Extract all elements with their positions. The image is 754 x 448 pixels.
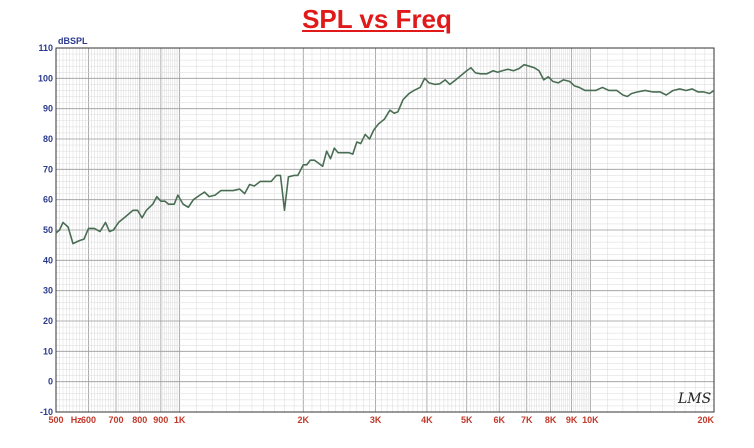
x-tick-label: 8K	[545, 415, 557, 425]
x-tick-label: 9K	[566, 415, 578, 425]
spl-response-line	[55, 63, 715, 245]
x-tick-label: 700	[108, 415, 123, 425]
x-tick-label: 20K	[697, 415, 714, 425]
grid	[56, 48, 714, 412]
y-axis-ticks: -10 0 10 20 30 40 50 60 70 80 90 100 110	[38, 43, 53, 417]
x-tick-label: 1K	[174, 415, 186, 425]
y-tick-label: 70	[43, 164, 53, 174]
x-tick-label: 10K	[582, 415, 599, 425]
y-tick-label: 50	[43, 225, 53, 235]
x-tick-label: 900	[153, 415, 168, 425]
x-tick-label: 500	[48, 415, 63, 425]
x-tick-label: 800	[132, 415, 147, 425]
y-tick-label: 10	[43, 346, 53, 356]
x-tick-label: 2K	[298, 415, 310, 425]
y-tick-label: 80	[43, 134, 53, 144]
x-tick-label: 4K	[421, 415, 433, 425]
y-tick-label: 20	[43, 316, 53, 326]
x-tick-label: 3K	[370, 415, 382, 425]
x-tick-label: 7K	[521, 415, 533, 425]
x-tick-label: 600	[81, 415, 96, 425]
x-tick-label: 5K	[461, 415, 473, 425]
x-axis-ticks: 500 Hz 600 700 800 900 1K 2K 3K 4K 5K 6K 7K 8K 9K 10K 20…	[48, 415, 714, 425]
y-tick-label: 110	[38, 43, 53, 53]
y-tick-label: 40	[43, 255, 53, 265]
x-tick-label: 6K	[493, 415, 505, 425]
series-layer	[55, 63, 715, 245]
y-axis-unit-label: dBSPL	[58, 36, 88, 46]
y-tick-label: 0	[48, 377, 53, 387]
x-tick-label: Hz	[71, 415, 82, 425]
y-tick-label: 60	[43, 195, 53, 205]
y-tick-label: 30	[43, 286, 53, 296]
chart-title: SPL vs Freq	[302, 4, 452, 34]
y-tick-label: 100	[38, 73, 53, 83]
lms-watermark: LMS	[677, 391, 711, 407]
plot-frame	[55, 47, 715, 413]
y-tick-label: -10	[40, 407, 53, 417]
y-tick-label: 90	[43, 104, 53, 114]
